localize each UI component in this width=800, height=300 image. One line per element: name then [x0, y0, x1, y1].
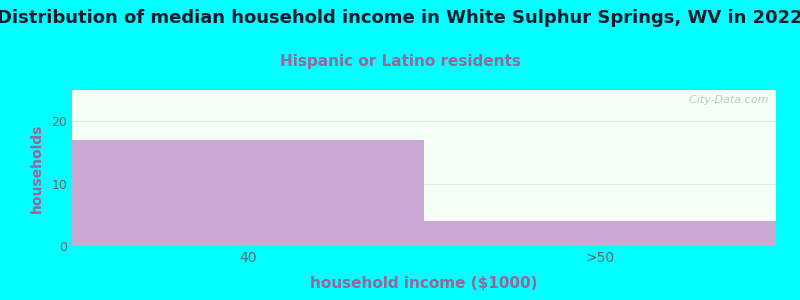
- Text: Distribution of median household income in White Sulphur Springs, WV in 2022: Distribution of median household income …: [0, 9, 800, 27]
- X-axis label: household income ($1000): household income ($1000): [310, 276, 538, 291]
- Text: City-Data.com: City-Data.com: [682, 95, 769, 105]
- Bar: [424, 221, 776, 246]
- Y-axis label: households: households: [30, 123, 44, 213]
- Bar: [72, 140, 424, 246]
- Text: Hispanic or Latino residents: Hispanic or Latino residents: [279, 54, 521, 69]
